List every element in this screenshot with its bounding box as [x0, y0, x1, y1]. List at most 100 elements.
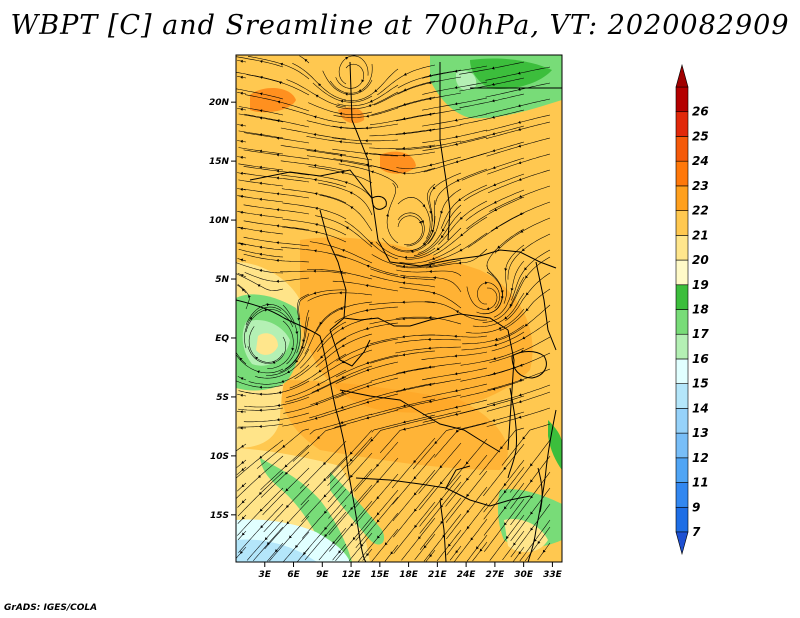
streamline-arrow — [440, 481, 443, 485]
streamline-arrow — [492, 418, 496, 422]
streamline-arrow — [479, 548, 483, 552]
streamline-arrow — [376, 480, 380, 483]
streamline-arrow — [284, 471, 288, 475]
streamline-arrow — [402, 427, 406, 431]
streamline-arrow — [365, 327, 369, 330]
streamline-arrow — [315, 206, 318, 210]
streamline-arrow — [402, 153, 405, 157]
streamline-arrow — [428, 128, 432, 132]
streamline-arrow — [319, 321, 323, 325]
colorbar-swatch — [675, 284, 689, 310]
streamline-arrow — [504, 316, 508, 320]
colorbar-swatch — [675, 482, 689, 508]
streamline-arrow — [493, 357, 496, 361]
streamline-arrow — [259, 229, 262, 233]
streamline-arrow — [339, 153, 343, 157]
streamline-arrow — [386, 213, 390, 217]
streamline-arrow — [259, 491, 262, 495]
streamline-arrow — [494, 343, 497, 347]
streamline-arrow — [428, 337, 431, 341]
streamline-arrow — [418, 220, 422, 224]
streamline-arrow — [432, 291, 436, 295]
colorbar-arrow-top — [675, 63, 689, 88]
streamline-arrow — [458, 261, 462, 265]
streamline-arrow — [323, 478, 327, 482]
colorbar-label: 14 — [692, 401, 709, 415]
border-cameroon — [319, 209, 347, 331]
streamline-arrow — [366, 264, 370, 268]
streamline-arrow — [365, 126, 368, 130]
colorbar-arrow-bottom — [675, 531, 689, 556]
streamline-arrow — [313, 249, 317, 253]
streamline-arrow — [259, 252, 262, 256]
streamline-arrow — [350, 474, 353, 478]
streamline-arrow — [428, 145, 432, 149]
lon-tick-label: 21E — [428, 570, 448, 580]
streamline-arrow — [289, 535, 292, 539]
streamline-arrow — [413, 492, 417, 496]
lat-tick-label: 5N — [215, 275, 229, 285]
streamline-arrow — [339, 140, 342, 144]
wbpt-shaded-field — [236, 55, 562, 562]
lat-tick-label: 10S — [210, 452, 229, 462]
streamline-arrow — [366, 368, 370, 372]
lon-tick-label: 27E — [486, 570, 506, 580]
field-sahel-23c — [338, 107, 365, 124]
lat-tick-label: 5S — [216, 393, 229, 403]
streamline-arrow — [448, 543, 451, 547]
streamline-arrow — [241, 484, 245, 488]
streamline-arrow — [518, 120, 521, 124]
streamline-arrow — [338, 550, 342, 554]
streamline-arrow — [259, 269, 263, 273]
streamline-arrow — [376, 496, 380, 500]
streamline-arrow — [240, 123, 243, 127]
streamline-arrow — [313, 133, 317, 137]
colorbar-swatch — [675, 136, 689, 162]
streamline-arrow — [456, 310, 459, 314]
streamline-arrow — [341, 344, 345, 347]
colorbar-label: 24 — [692, 154, 709, 168]
streamline-arrow — [278, 390, 282, 394]
streamline-arrow — [530, 511, 534, 515]
field-ne-green-dark — [470, 58, 552, 90]
colorbar-label: 19 — [692, 278, 709, 292]
streamline-arrow — [428, 346, 431, 350]
streamline-arrow — [366, 553, 370, 556]
streamline-arrow — [286, 504, 289, 508]
streamline-arrow — [259, 60, 263, 63]
colorbar-label: 13 — [692, 426, 709, 440]
streamline-arrow — [500, 446, 504, 450]
streamline-arrow — [442, 228, 445, 232]
lon-tick-label: 3E — [259, 570, 272, 580]
streamline-arrow — [349, 451, 353, 455]
streamline-arrow — [259, 109, 263, 113]
streamline-arrow — [404, 256, 407, 260]
streamline-arrow — [370, 438, 374, 442]
streamline-arrow — [313, 115, 317, 119]
streamline-arrow — [340, 306, 343, 310]
chart-title: WBPT [C] and Sreamline at 700hPa, VT: 20… — [10, 10, 790, 41]
streamline-arrow — [454, 135, 458, 139]
colorbar-label: 7 — [692, 525, 701, 539]
streamline-arrow — [350, 523, 354, 527]
streamline-arrow — [341, 390, 344, 394]
streamline-arrow — [345, 57, 349, 60]
streamline-arrow — [259, 181, 262, 185]
lon-tick-label: 33E — [543, 570, 563, 580]
streamline-arrow — [240, 226, 243, 230]
streamline-arrow — [436, 247, 440, 251]
streamline-arrow — [276, 119, 280, 123]
streamline-arrow — [316, 382, 320, 386]
streamline-arrow — [525, 275, 528, 279]
colorbar-label: 26 — [692, 105, 709, 119]
streamline-arrow — [365, 308, 368, 312]
lat-tick-label: 20N — [209, 98, 230, 108]
streamline-arrow — [522, 336, 526, 340]
streamline-arrow — [344, 92, 348, 96]
streamline-arrow — [264, 537, 268, 540]
streamline-arrow — [429, 554, 433, 558]
streamline-arrow — [315, 402, 319, 406]
streamline-arrow — [332, 541, 336, 544]
border-drc-angola — [339, 389, 501, 453]
streamline-arrow — [313, 178, 317, 182]
